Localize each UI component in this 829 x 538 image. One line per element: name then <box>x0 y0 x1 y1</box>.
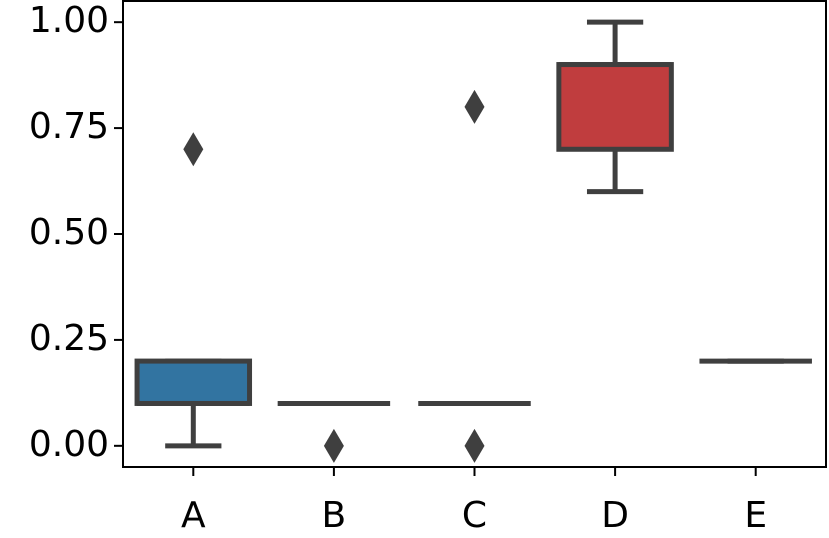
outlier <box>464 89 485 124</box>
outlier <box>183 132 204 167</box>
x-tick-label: A <box>181 495 206 536</box>
outlier <box>464 428 485 463</box>
x-tick-label: D <box>601 495 629 536</box>
plot-frame <box>122 0 827 468</box>
x-tick-label: B <box>322 495 347 536</box>
box <box>134 358 253 406</box>
y-tick-label: 0.50 <box>29 212 109 253</box>
y-tick-label: 0.00 <box>29 424 109 465</box>
outlier <box>323 428 344 463</box>
box <box>556 62 674 152</box>
y-tick-label: 0.75 <box>29 106 109 147</box>
y-tick-label: 0.25 <box>29 318 109 359</box>
x-tick-label: E <box>744 495 767 536</box>
x-tick-label: C <box>462 495 487 536</box>
y-tick-label: 1.00 <box>29 0 109 41</box>
